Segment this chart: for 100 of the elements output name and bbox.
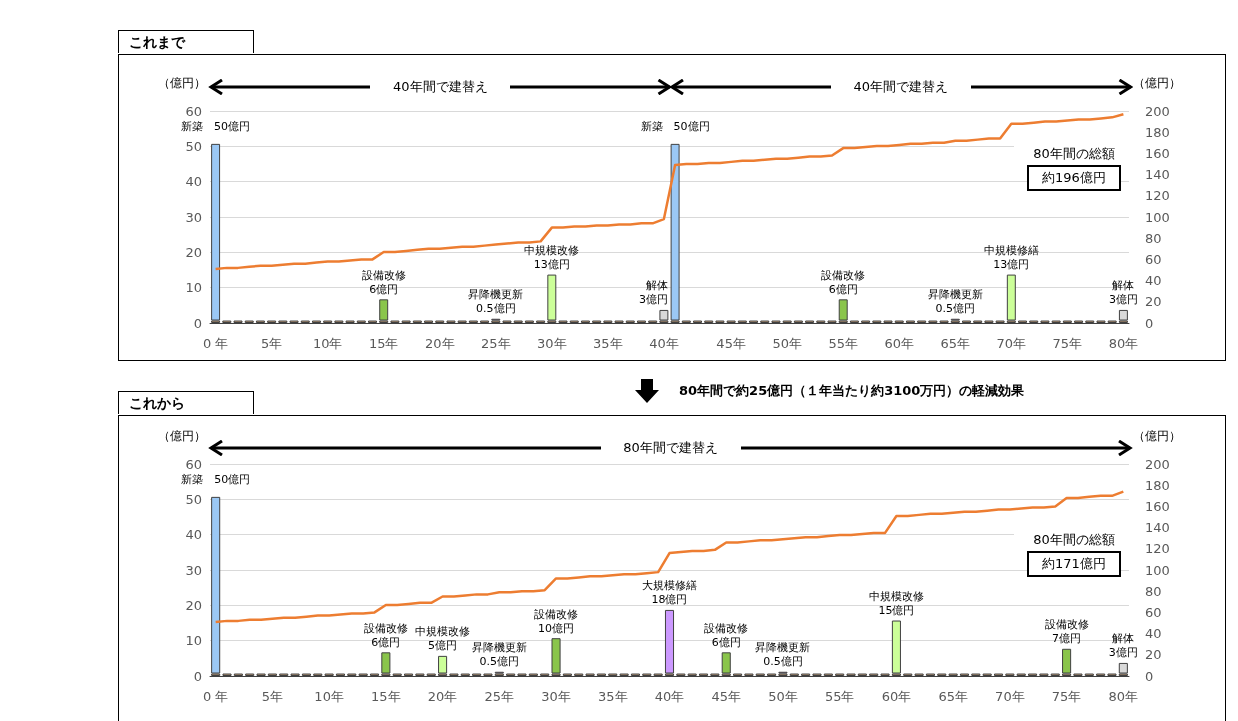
y-tick-label: 40 bbox=[185, 174, 202, 190]
data-label: 設備改修 10億円 bbox=[534, 607, 579, 635]
y-tick-label: 50 bbox=[185, 491, 202, 507]
x-tick-label: 50年 bbox=[772, 336, 802, 351]
y-tick-label: 20 bbox=[185, 244, 202, 260]
x-tick-label: 50年 bbox=[768, 689, 798, 704]
x-tick-label: 20年 bbox=[424, 336, 455, 351]
data-label: 解体 3億円 bbox=[1108, 279, 1138, 307]
x-tick-label: 35年 bbox=[593, 336, 623, 351]
y2-tick-label: 140 bbox=[1145, 520, 1170, 536]
y-tick-label: 60 bbox=[185, 103, 202, 119]
x-tick-label: 45年 bbox=[711, 689, 741, 704]
y-tick-label: 60 bbox=[185, 456, 202, 472]
y2-tick-label: 120 bbox=[1145, 188, 1170, 204]
data-label: 中規模改修 15億円 bbox=[868, 590, 924, 618]
y-tick-label: 10 bbox=[185, 280, 202, 296]
y2-tick-label: 80 bbox=[1145, 583, 1162, 599]
bar bbox=[551, 638, 561, 674]
y-tick-label: 30 bbox=[185, 562, 202, 578]
data-label: 設備改修 7億円 bbox=[1044, 618, 1089, 646]
x-tick-label: 75年 bbox=[1052, 336, 1083, 351]
data-label: 中規模改修 13億円 bbox=[524, 244, 580, 272]
x-tick-label: 35年 bbox=[598, 689, 628, 704]
data-label: 設備改修 6億円 bbox=[361, 268, 406, 296]
x-tick-label: 75年 bbox=[1051, 689, 1082, 704]
annotation: 80年間の総額 bbox=[1014, 145, 1134, 163]
y2-tick-label: 180 bbox=[1145, 477, 1170, 493]
bar bbox=[547, 274, 557, 321]
chart-subtitle: 80年間で約25億円（１年当たり約3100万円）の軽減効果 bbox=[679, 382, 1025, 400]
y-axis-title: （億円） bbox=[158, 429, 206, 443]
y-axis-title: （億円） bbox=[158, 76, 206, 90]
x-tick-label: 60年 bbox=[881, 689, 912, 704]
x-tick-label: 20年 bbox=[427, 689, 458, 704]
x-tick-label: 65年 bbox=[940, 336, 971, 351]
x-tick-label: 40年 bbox=[649, 336, 679, 351]
x-tick-label: 70年 bbox=[996, 336, 1027, 351]
y2-tick-label: 180 bbox=[1145, 124, 1170, 140]
bar bbox=[664, 609, 675, 674]
data-label: 昇降機更新 0.5億円 bbox=[927, 288, 983, 316]
y2-axis-title: （億円） bbox=[1133, 76, 1181, 90]
bar bbox=[1118, 662, 1128, 674]
data-label: 設備改修 6億円 bbox=[821, 268, 866, 296]
x-tick-label: 40年 bbox=[654, 689, 685, 704]
data-label: 新築 50億円 bbox=[181, 473, 251, 487]
x-tick-label: 55年 bbox=[824, 689, 855, 704]
y2-tick-label: 200 bbox=[1145, 103, 1170, 119]
x-tick-label: 30年 bbox=[541, 689, 571, 704]
y2-tick-label: 0 bbox=[1145, 315, 1154, 331]
data-label: 設備改修 6億円 bbox=[704, 621, 749, 649]
line-series bbox=[214, 112, 1125, 271]
annotation: 約171億円 bbox=[1027, 551, 1121, 577]
x-tick-label: 70年 bbox=[995, 689, 1025, 704]
annotation: 約196億円 bbox=[1027, 165, 1121, 191]
y2-tick-label: 80 bbox=[1145, 230, 1162, 246]
bar bbox=[721, 652, 731, 674]
y2-tick-label: 200 bbox=[1145, 456, 1170, 472]
y2-tick-label: 160 bbox=[1145, 145, 1170, 161]
x-tick-label: 45年 bbox=[716, 336, 746, 351]
data-label: 中規模修繕 13億円 bbox=[983, 244, 1039, 272]
x-tick-label: 30年 bbox=[537, 336, 567, 351]
x-tick-label: 80年 bbox=[1108, 336, 1139, 351]
chart-title: これまで bbox=[118, 30, 254, 53]
x-tick-label: 55年 bbox=[828, 336, 858, 351]
data-label: 解体 3億円 bbox=[1108, 632, 1138, 660]
y2-tick-label: 40 bbox=[1145, 626, 1162, 642]
y-tick-label: 50 bbox=[185, 138, 202, 154]
bar bbox=[838, 299, 848, 321]
y2-tick-label: 100 bbox=[1145, 209, 1170, 225]
y-tick-label: 20 bbox=[185, 597, 202, 613]
y2-tick-label: 60 bbox=[1145, 251, 1162, 267]
x-tick-label: 15年 bbox=[371, 689, 401, 704]
y-tick-label: 40 bbox=[185, 527, 202, 543]
x-tick-label: 5年 bbox=[261, 689, 284, 704]
y-tick-label: 30 bbox=[185, 209, 202, 225]
annotation: 80年間の総額 bbox=[1014, 531, 1134, 549]
data-label: 設備改修 6億円 bbox=[363, 621, 408, 649]
bar bbox=[1006, 274, 1016, 321]
y2-tick-label: 60 bbox=[1145, 604, 1162, 620]
x-tick-label: 0 年 bbox=[202, 336, 229, 351]
data-label: 昇降機更新 0.5億円 bbox=[468, 288, 524, 316]
y2-tick-label: 20 bbox=[1145, 647, 1162, 663]
x-tick-label: 80年 bbox=[1108, 689, 1139, 704]
text: 80年間で建替え bbox=[600, 438, 741, 458]
text: 40年間で建替え bbox=[830, 77, 971, 97]
data-label: 昇降機更新 0.5億円 bbox=[755, 641, 811, 669]
y2-tick-label: 20 bbox=[1145, 294, 1162, 310]
data-label: 新築 50億円 bbox=[640, 120, 710, 134]
x-tick-label: 65年 bbox=[938, 689, 968, 704]
y2-tick-label: 100 bbox=[1145, 562, 1170, 578]
bar bbox=[1118, 309, 1128, 321]
y2-axis-title: （億円） bbox=[1133, 429, 1181, 443]
y-tick-label: 0 bbox=[193, 315, 202, 331]
x-tick-label: 0 年 bbox=[202, 689, 229, 704]
data-label: 新築 50億円 bbox=[181, 120, 251, 134]
y2-tick-label: 40 bbox=[1145, 273, 1162, 289]
x-tick-label: 10年 bbox=[314, 689, 344, 704]
y2-tick-label: 140 bbox=[1145, 167, 1170, 183]
y-tick-label: 0 bbox=[193, 668, 202, 684]
x-tick-label: 25年 bbox=[484, 689, 515, 704]
bar bbox=[1062, 648, 1072, 674]
